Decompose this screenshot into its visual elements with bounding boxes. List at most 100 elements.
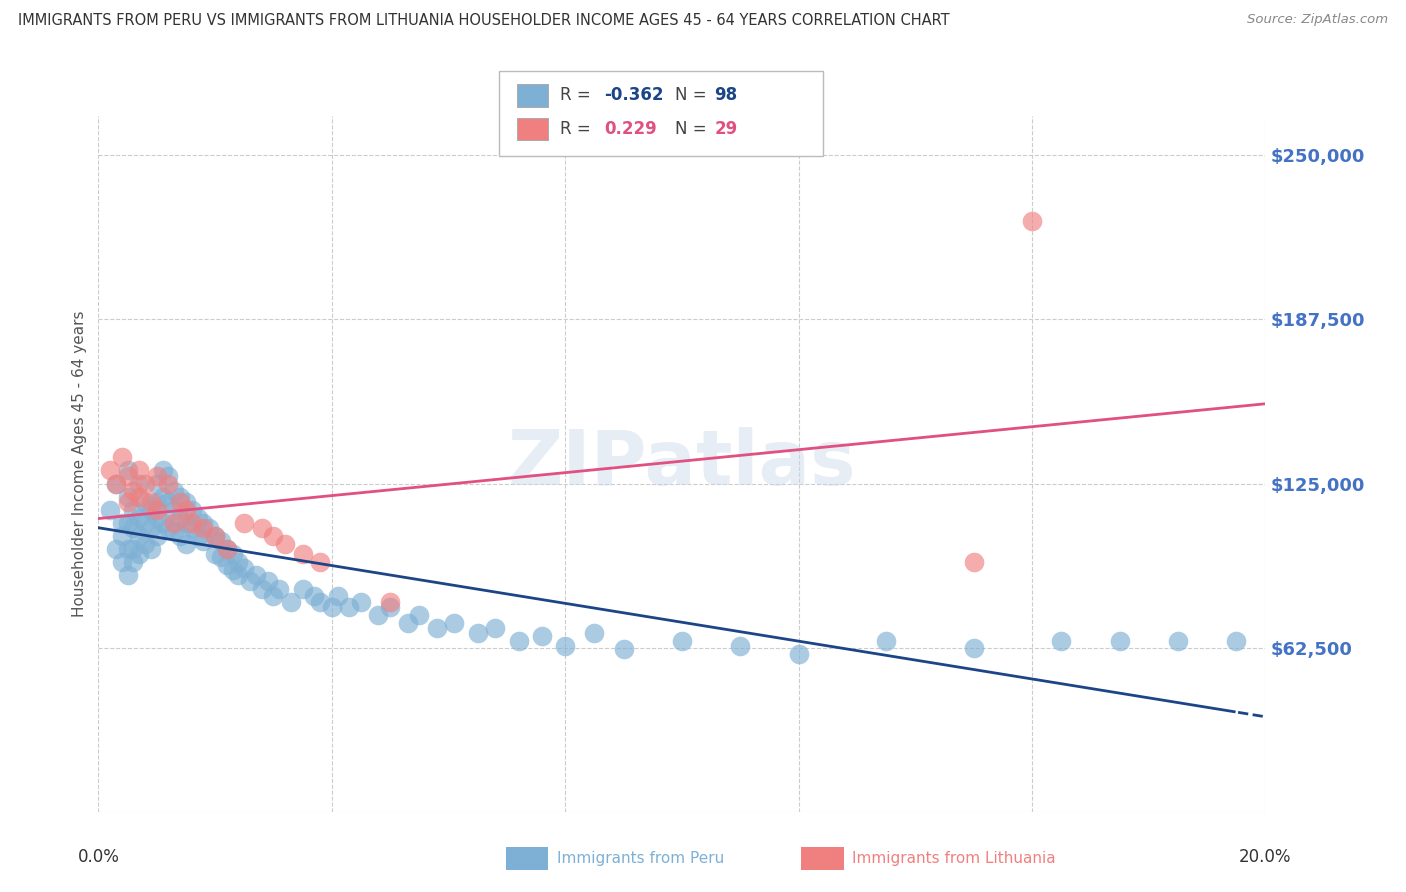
Text: N =: N =: [675, 120, 711, 138]
Point: [350, 595, 373, 609]
Point: [1167, 634, 1189, 648]
Text: Immigrants from Peru: Immigrants from Peru: [557, 851, 724, 865]
Point: [787, 647, 810, 661]
Point: [128, 476, 150, 491]
Point: [326, 590, 349, 604]
Text: IMMIGRANTS FROM PERU VS IMMIGRANTS FROM LITHUANIA HOUSEHOLDER INCOME AGES 45 - 6: IMMIGRANTS FROM PERU VS IMMIGRANTS FROM …: [18, 13, 950, 29]
Point: [396, 615, 419, 630]
Point: [443, 615, 465, 630]
Point: [262, 590, 284, 604]
Point: [174, 503, 197, 517]
Point: [146, 510, 169, 524]
Point: [291, 582, 314, 596]
Point: [215, 558, 238, 572]
Point: [193, 516, 215, 530]
Point: [554, 640, 576, 654]
Point: [530, 629, 553, 643]
Point: [169, 529, 191, 543]
Point: [378, 595, 402, 609]
Point: [728, 640, 751, 654]
Point: [157, 468, 180, 483]
Point: [221, 548, 243, 562]
Point: [426, 621, 449, 635]
Point: [152, 490, 174, 504]
Point: [169, 490, 191, 504]
Text: Immigrants from Lithuania: Immigrants from Lithuania: [852, 851, 1056, 865]
Point: [962, 555, 984, 569]
Point: [134, 516, 156, 530]
Point: [146, 476, 169, 491]
Point: [612, 642, 634, 657]
Point: [98, 503, 121, 517]
Point: [583, 626, 606, 640]
Point: [367, 607, 389, 622]
Point: [146, 495, 169, 509]
Point: [671, 634, 693, 648]
Point: [152, 516, 174, 530]
Point: [269, 582, 291, 596]
Point: [128, 548, 150, 562]
Y-axis label: Householder Income Ages 45 - 64 years: Householder Income Ages 45 - 64 years: [72, 310, 87, 617]
Point: [163, 484, 186, 499]
Point: [111, 555, 134, 569]
Point: [233, 560, 256, 574]
Point: [174, 495, 197, 509]
Point: [128, 529, 150, 543]
Point: [962, 640, 984, 655]
Point: [180, 521, 202, 535]
Point: [122, 521, 145, 535]
Point: [233, 516, 256, 530]
Point: [304, 590, 326, 604]
Text: 20.0%: 20.0%: [1239, 848, 1292, 866]
Point: [122, 542, 145, 557]
Point: [122, 503, 145, 517]
Point: [157, 521, 180, 535]
Point: [163, 524, 186, 538]
Point: [291, 548, 314, 562]
Text: Source: ZipAtlas.com: Source: ZipAtlas.com: [1247, 13, 1388, 27]
Point: [139, 542, 162, 557]
Text: 0.0%: 0.0%: [77, 848, 120, 866]
Point: [104, 476, 127, 491]
Point: [309, 595, 332, 609]
Point: [337, 599, 360, 614]
Point: [250, 521, 273, 535]
Text: R =: R =: [560, 87, 596, 104]
Point: [250, 582, 273, 596]
Point: [152, 463, 174, 477]
Point: [117, 490, 139, 504]
Point: [111, 450, 134, 465]
Point: [117, 495, 139, 509]
Point: [221, 563, 243, 577]
Point: [117, 516, 139, 530]
Point: [204, 548, 226, 562]
Point: [215, 542, 238, 557]
Point: [122, 484, 145, 499]
Point: [134, 495, 156, 509]
Point: [1225, 634, 1247, 648]
Point: [146, 503, 169, 517]
Point: [163, 516, 186, 530]
Point: [128, 463, 150, 477]
Text: ZIPatlas: ZIPatlas: [508, 427, 856, 500]
Point: [321, 599, 343, 614]
Point: [128, 490, 150, 504]
Point: [180, 516, 202, 530]
Point: [274, 537, 297, 551]
Point: [193, 521, 215, 535]
Point: [193, 534, 215, 549]
Point: [198, 521, 221, 535]
Point: [104, 476, 127, 491]
Text: N =: N =: [675, 87, 711, 104]
Point: [174, 537, 197, 551]
Point: [174, 516, 197, 530]
Point: [139, 521, 162, 535]
Point: [1050, 634, 1073, 648]
Point: [180, 503, 202, 517]
Point: [309, 555, 332, 569]
Text: 0.229: 0.229: [605, 120, 658, 138]
Point: [378, 599, 402, 614]
Point: [187, 529, 209, 543]
Point: [280, 595, 302, 609]
Point: [239, 574, 262, 588]
